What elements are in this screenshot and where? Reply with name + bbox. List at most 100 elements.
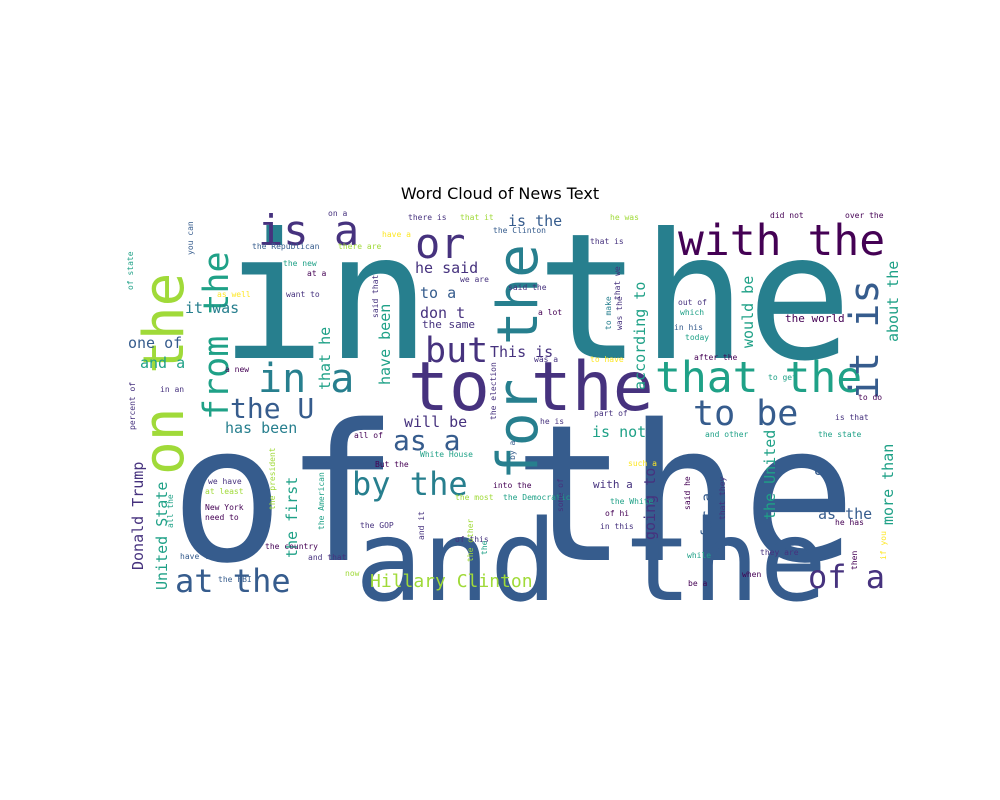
word-the-state: the state bbox=[818, 430, 862, 439]
word-and-other: and other bbox=[705, 430, 749, 439]
word-to-a: to a bbox=[420, 284, 456, 302]
word-all-the: all the bbox=[166, 494, 175, 528]
word-when: when bbox=[742, 570, 761, 579]
word-the: the bbox=[480, 540, 489, 555]
word-out-of: out of bbox=[678, 298, 707, 307]
word-into-the: into the bbox=[493, 481, 532, 490]
word-a-new: a new bbox=[225, 365, 249, 374]
word-the-democratic: the Democratic bbox=[503, 493, 571, 502]
word-is-a: is a bbox=[258, 206, 359, 255]
word-of-hi: of hi bbox=[605, 509, 629, 518]
word-from-the: from the bbox=[197, 251, 237, 420]
word-the-clinton: the Clinton bbox=[493, 226, 546, 235]
word-we-have: we have bbox=[208, 477, 242, 486]
word-that-they: that they bbox=[718, 476, 727, 520]
word-white-house: White House bbox=[420, 450, 473, 459]
word-with-the: with the bbox=[678, 216, 885, 266]
word-said-the: said the bbox=[508, 283, 547, 292]
word-but-the: But the bbox=[375, 460, 409, 469]
word-to-have: to have bbox=[590, 355, 624, 364]
word-said-that: said that bbox=[371, 274, 380, 318]
word-today: today bbox=[685, 333, 709, 342]
word-did-not: did not bbox=[770, 211, 804, 220]
word-that-it: that it bbox=[460, 213, 494, 222]
word-of-a: of a bbox=[808, 558, 885, 596]
word-and-that: and that bbox=[308, 553, 347, 562]
word-of-this: of this bbox=[455, 535, 489, 544]
word-on-the: on the bbox=[132, 273, 197, 475]
word-is-not: is not bbox=[592, 423, 646, 441]
word-the-world: the world bbox=[785, 312, 845, 325]
word-this-is: This is bbox=[490, 343, 553, 361]
word-a-lot: a lot bbox=[538, 308, 562, 317]
word-in-the: in the bbox=[220, 197, 852, 400]
word-at-the: at the bbox=[175, 562, 291, 600]
word-u: U bbox=[814, 461, 823, 479]
word-want-to: want to bbox=[286, 290, 320, 299]
word-more-than: more than bbox=[879, 444, 897, 525]
word-then: then bbox=[850, 551, 859, 570]
word-at-a: at a bbox=[307, 269, 326, 278]
word-as-well: as well bbox=[217, 290, 251, 299]
word-the-white: the White bbox=[610, 497, 654, 506]
word-will-be: will be bbox=[404, 413, 467, 431]
word-we-are: we are bbox=[460, 275, 489, 284]
word-or: or bbox=[415, 219, 466, 268]
word-the-country: the country bbox=[265, 542, 318, 551]
word-such-a: such a bbox=[628, 459, 657, 468]
word-to-make: to make bbox=[604, 296, 613, 330]
word-the-u: the U bbox=[230, 392, 314, 425]
word-that-he: that he bbox=[316, 327, 334, 390]
word-is-that: is that bbox=[835, 413, 869, 422]
word-and-it: and it bbox=[417, 511, 426, 540]
word-the-most: the most bbox=[455, 493, 494, 502]
word-now: now bbox=[345, 569, 360, 578]
word-it-was: it was bbox=[185, 299, 239, 317]
word-to-be: to be bbox=[693, 394, 798, 434]
word-the-republican: the Republican bbox=[252, 242, 320, 251]
word-he-is: he is bbox=[540, 417, 564, 426]
word-and-a: and a bbox=[140, 354, 185, 372]
word-to-do: to do bbox=[858, 393, 882, 402]
word-according-to: according to bbox=[631, 282, 649, 390]
word-has-been: has been bbox=[225, 419, 297, 437]
word-by-the: by the bbox=[352, 465, 468, 503]
word-he-said: he said bbox=[415, 259, 478, 277]
word-if-you: if you bbox=[879, 531, 888, 560]
word-in-his: in his bbox=[674, 323, 703, 332]
word-to-get: to get bbox=[768, 373, 797, 382]
word-united-state: United State bbox=[153, 482, 171, 590]
word-is-the: is the bbox=[508, 212, 562, 230]
word-the-other: the other bbox=[466, 518, 475, 562]
word-over-the: over the bbox=[845, 211, 884, 220]
word-there-is: there is bbox=[408, 213, 447, 222]
word-said-he: said he bbox=[683, 476, 692, 510]
word-the-first: the first bbox=[283, 477, 301, 558]
word-you-can: you can bbox=[186, 221, 195, 255]
word-that-we: that we bbox=[613, 266, 622, 300]
word-hillary-clinton: Hillary Clinton bbox=[370, 571, 533, 592]
word-at-least: at least bbox=[205, 487, 244, 496]
word-the-united: the United bbox=[761, 430, 779, 520]
word-be-a: be a bbox=[688, 579, 707, 588]
word-but: but bbox=[425, 331, 488, 371]
word-that-the: that the bbox=[655, 353, 862, 403]
word-and-the: and the bbox=[355, 497, 827, 627]
word-the-american: the American bbox=[317, 472, 326, 530]
word-it-is: it is bbox=[842, 280, 888, 400]
word-have-been: have been bbox=[376, 304, 394, 385]
word-need-to: need to bbox=[205, 513, 239, 522]
word-going-to: going to bbox=[641, 468, 659, 540]
word-have-to: have to bbox=[180, 552, 214, 561]
word-as-the: as the bbox=[818, 505, 872, 523]
word-percent-of: percent of bbox=[128, 382, 137, 430]
word-there-are: there are bbox=[338, 242, 382, 251]
word-for-a: for a bbox=[698, 493, 716, 538]
word-which: which bbox=[680, 308, 704, 317]
word-that-is: that is bbox=[590, 237, 624, 246]
word-was-a: was a bbox=[534, 355, 558, 364]
word-the-same: the same bbox=[422, 318, 475, 331]
word-the-new: the new bbox=[283, 259, 317, 268]
